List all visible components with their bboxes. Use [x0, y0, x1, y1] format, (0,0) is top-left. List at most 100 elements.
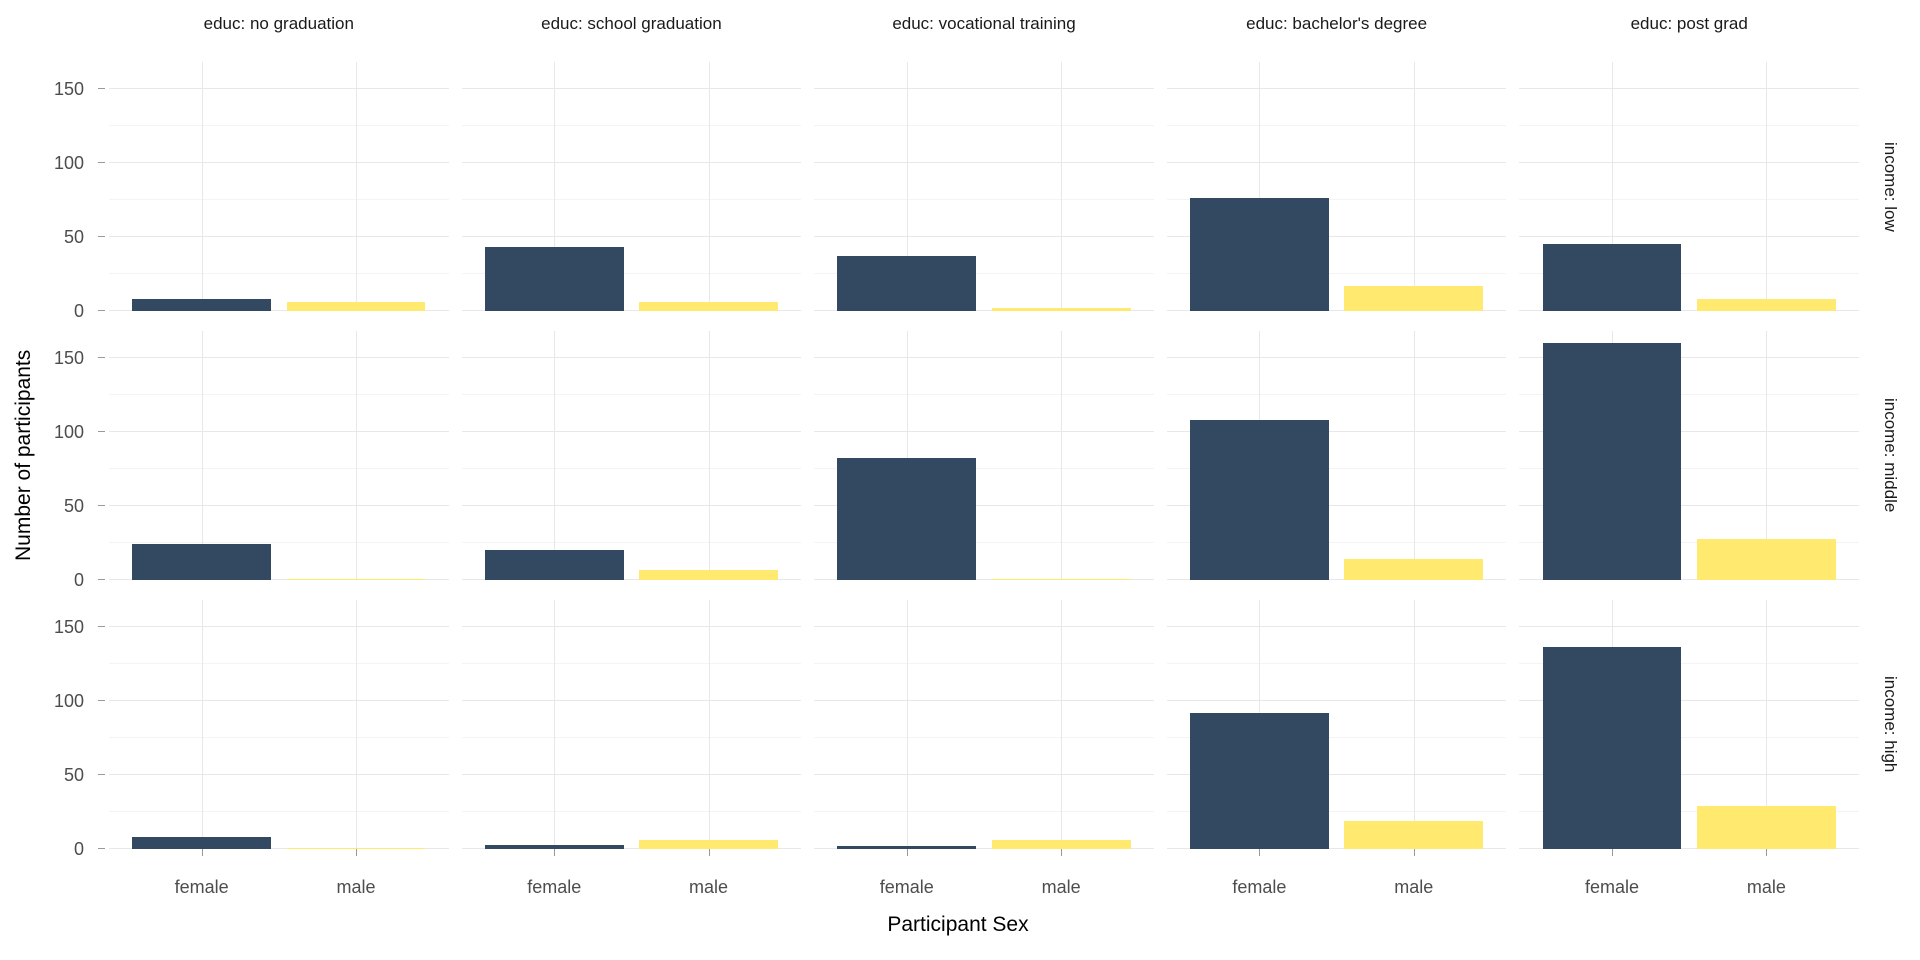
bar-male — [639, 569, 778, 580]
gridline-major — [109, 699, 449, 701]
gridline-vertical — [906, 62, 908, 311]
bar-female — [484, 844, 624, 849]
gridline-minor — [1166, 736, 1507, 738]
gridline-minor — [1166, 810, 1507, 812]
gridline-minor — [814, 662, 1154, 664]
gridline-major — [461, 310, 802, 311]
gridline-minor — [461, 124, 802, 126]
gridline-major — [814, 87, 1154, 89]
gridline-major — [1166, 699, 1507, 701]
gridline-vertical — [1612, 62, 1613, 311]
y-axis-tick — [98, 504, 105, 506]
x-axis-tick — [906, 849, 908, 856]
y-axis-tick — [98, 579, 105, 580]
gridline-major — [814, 579, 1154, 580]
gridline-major — [109, 356, 449, 358]
gridline-major — [461, 235, 802, 237]
gridline-major — [461, 430, 802, 432]
gridline-minor — [1166, 541, 1507, 543]
gridline-major — [1519, 773, 1859, 775]
gridline-major — [1519, 699, 1859, 701]
facet-panel — [1519, 600, 1859, 849]
facet-panel — [461, 62, 802, 311]
bar-female — [132, 837, 272, 849]
bar-male — [286, 302, 426, 311]
gridline-vertical — [1413, 331, 1415, 580]
facet-panel — [1166, 62, 1507, 311]
facet-column-title: educ: no graduation — [203, 14, 354, 33]
gridline-major — [1519, 161, 1859, 163]
facet-row-label: income: low — [1881, 141, 1900, 232]
gridline-minor — [1166, 467, 1507, 469]
gridline-minor — [461, 467, 802, 469]
gridline-major — [1166, 310, 1507, 311]
y-axis-tick-label: 150 — [53, 616, 84, 637]
y-axis-tick — [98, 310, 105, 311]
x-axis-tick — [554, 849, 556, 856]
bar-male — [639, 840, 778, 849]
bar-male — [991, 840, 1131, 849]
gridline-major — [461, 699, 802, 701]
gridline-major — [814, 699, 1154, 701]
gridline-major — [461, 579, 802, 580]
gridline-vertical — [1259, 62, 1261, 311]
gridline-major — [814, 356, 1154, 358]
bar-female — [132, 299, 272, 311]
gridline-major — [461, 625, 802, 627]
y-axis-tick — [98, 848, 105, 849]
gridline-minor — [461, 662, 802, 664]
y-axis-tick-label: 150 — [53, 78, 84, 99]
facet-panel — [1519, 62, 1859, 311]
gridline-major — [109, 87, 449, 89]
facet-row-label: income: high — [1881, 676, 1900, 773]
gridline-vertical — [1061, 62, 1063, 311]
facet-panel — [1519, 331, 1859, 580]
facet-grid: educ: no graduation educ: school graduati… — [10, 6, 1908, 899]
facet-panel — [109, 62, 449, 311]
x-axis-tick — [1061, 849, 1063, 856]
x-axis-tick — [1413, 849, 1415, 856]
bar-male — [1696, 538, 1836, 580]
x-axis-tick — [355, 849, 357, 856]
gridline-minor — [814, 272, 1154, 274]
y-axis-tick-label: 50 — [63, 226, 84, 247]
gridline-major — [461, 356, 802, 358]
gridline-minor — [1519, 467, 1859, 469]
x-axis-tick-label: male — [1394, 877, 1434, 897]
x-axis-tick-label: male — [689, 877, 729, 897]
gridline-major — [1519, 235, 1859, 237]
gridline-minor — [109, 541, 449, 543]
gridline-major — [109, 625, 449, 627]
gridline-minor — [1519, 393, 1859, 395]
gridline-major — [814, 235, 1154, 237]
gridline-vertical — [1766, 331, 1768, 580]
bar-male — [1696, 806, 1836, 849]
bar-female — [1542, 244, 1682, 311]
gridline-minor — [461, 393, 802, 395]
gridline-vertical — [201, 331, 203, 580]
bar-male — [1344, 285, 1484, 311]
gridline-major — [1519, 87, 1859, 89]
gridline-major — [1519, 504, 1859, 506]
gridline-minor — [109, 198, 449, 200]
bar-female — [484, 550, 624, 580]
x-axis-tick-label: female — [174, 877, 229, 897]
gridline-major — [1166, 625, 1507, 627]
x-axis-tick-label: female — [1584, 877, 1640, 897]
gridline-major — [1166, 773, 1507, 775]
gridline-minor — [1166, 198, 1507, 200]
gridline-vertical — [554, 600, 556, 849]
gridline-major — [461, 773, 802, 775]
x-axis-tick — [201, 849, 203, 856]
gridline-minor — [109, 124, 449, 126]
gridline-minor — [1166, 124, 1507, 126]
y-axis-tick-label: 100 — [53, 421, 84, 442]
gridline-major — [461, 87, 802, 89]
facet-panel — [814, 62, 1154, 311]
facet-column-title: educ: bachelor's degree — [1246, 14, 1428, 33]
x-axis-tick — [708, 849, 710, 856]
facet-panel — [461, 600, 802, 849]
bar-female — [132, 544, 272, 580]
gridline-vertical — [1766, 600, 1768, 849]
gridline-major — [109, 848, 449, 849]
